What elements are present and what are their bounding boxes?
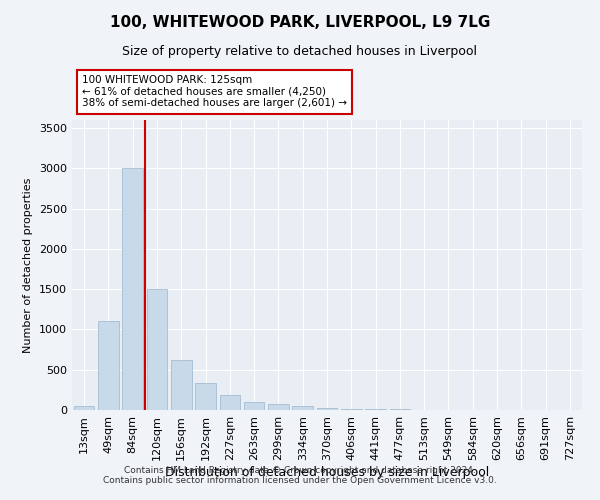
Bar	[195, 384, 216, 410]
X-axis label: Distribution of detached houses by size in Liverpool: Distribution of detached houses by size …	[165, 466, 489, 478]
Bar	[98, 322, 119, 410]
Text: 100, WHITEWOOD PARK, LIVERPOOL, L9 7LG: 100, WHITEWOOD PARK, LIVERPOOL, L9 7LG	[110, 15, 490, 30]
Bar	[341, 409, 362, 410]
Text: Size of property relative to detached houses in Liverpool: Size of property relative to detached ho…	[122, 45, 478, 58]
Bar	[122, 168, 143, 410]
Bar	[220, 394, 240, 410]
Bar	[146, 289, 167, 410]
Text: Contains HM Land Registry data © Crown copyright and database right 2024.
Contai: Contains HM Land Registry data © Crown c…	[103, 466, 497, 485]
Text: 100 WHITEWOOD PARK: 125sqm
← 61% of detached houses are smaller (4,250)
38% of s: 100 WHITEWOOD PARK: 125sqm ← 61% of deta…	[82, 75, 347, 108]
Bar	[74, 406, 94, 410]
Bar	[244, 402, 265, 410]
Bar	[292, 406, 313, 410]
Y-axis label: Number of detached properties: Number of detached properties	[23, 178, 34, 352]
Bar	[268, 404, 289, 410]
Bar	[365, 409, 386, 410]
Bar	[317, 408, 337, 410]
Bar	[171, 360, 191, 410]
